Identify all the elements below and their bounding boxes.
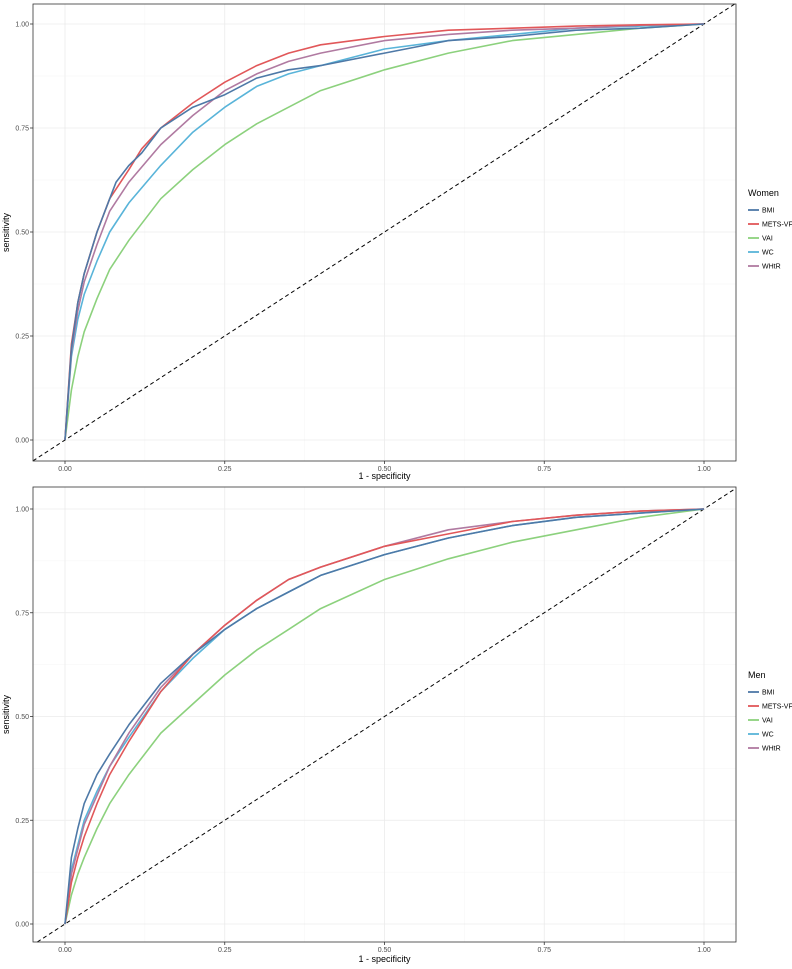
- y-tick-label: 0.75: [15, 610, 29, 617]
- roc-curve-vai: [64, 23, 705, 441]
- legend-title: Women: [748, 188, 779, 198]
- x-axis-title: 1 - specificity: [358, 471, 411, 481]
- roc-curve-wc: [64, 23, 705, 441]
- y-axis-title: sensitivity: [1, 212, 11, 252]
- reference-diagonal-line: [37, 487, 737, 943]
- x-tick-label: 0.50: [378, 947, 392, 954]
- x-axis-title: 1 - specificity: [358, 954, 411, 964]
- y-tick-label: 1.00: [15, 22, 29, 29]
- x-tick-label: 0.25: [218, 947, 232, 954]
- legend-label: WHtR: [762, 746, 781, 753]
- legend-label: VAI: [762, 236, 773, 243]
- chart-panel-women: 0.00 0.25 0.50 0.75 1.00 0.00 0.25 0.50 0.75 1.00…: [1, 3, 792, 481]
- x-tick-label: 0.75: [537, 947, 551, 954]
- y-tick-label: 1.00: [15, 507, 29, 514]
- y-tick-label: 0.00: [15, 438, 29, 445]
- x-tick-label: 1.00: [697, 466, 711, 473]
- y-axis-title: sensitivity: [1, 694, 11, 734]
- x-tick-label: 1.00: [697, 947, 711, 954]
- legend-label: METS-VF: [762, 222, 792, 229]
- legend-label: WHtR: [762, 264, 781, 271]
- roc-curve-bmi: [64, 23, 705, 441]
- x-tick-label: 0.00: [58, 947, 72, 954]
- y-tick-label: 0.00: [15, 922, 29, 929]
- roc-curve-whtr: [64, 23, 705, 441]
- y-tick-label: 0.75: [15, 126, 29, 133]
- legend-label: METS-VF: [762, 704, 792, 711]
- legend: Women BMI METS-VF VAI WC WHtR: [748, 188, 792, 271]
- x-tick-label: 0.75: [537, 466, 551, 473]
- y-tick-label: 0.50: [15, 230, 29, 237]
- y-tick-label: 0.25: [15, 818, 29, 825]
- y-tick-label: 0.25: [15, 334, 29, 341]
- x-tick-label: 0.50: [378, 466, 392, 473]
- legend-label: BMI: [762, 690, 775, 697]
- legend-title: Men: [748, 670, 766, 680]
- legend-label: VAI: [762, 718, 773, 725]
- y-tick-label: 0.50: [15, 714, 29, 721]
- roc-curve-bmi: [64, 508, 705, 925]
- chart-panel-men: 0.00 0.25 0.50 0.75 1.00 0.00 0.25 0.50 0.75 1.00…: [1, 486, 792, 964]
- legend-label: WC: [762, 250, 774, 257]
- legend-label: BMI: [762, 208, 775, 215]
- x-tick-label: 0.25: [218, 466, 232, 473]
- legend: Men BMI METS-VF VAI WC WHtR: [748, 670, 792, 753]
- roc-curve-metsvf: [64, 508, 705, 925]
- legend-label: WC: [762, 732, 774, 739]
- roc-curve-vai: [64, 508, 705, 925]
- x-tick-label: 0.00: [58, 466, 72, 473]
